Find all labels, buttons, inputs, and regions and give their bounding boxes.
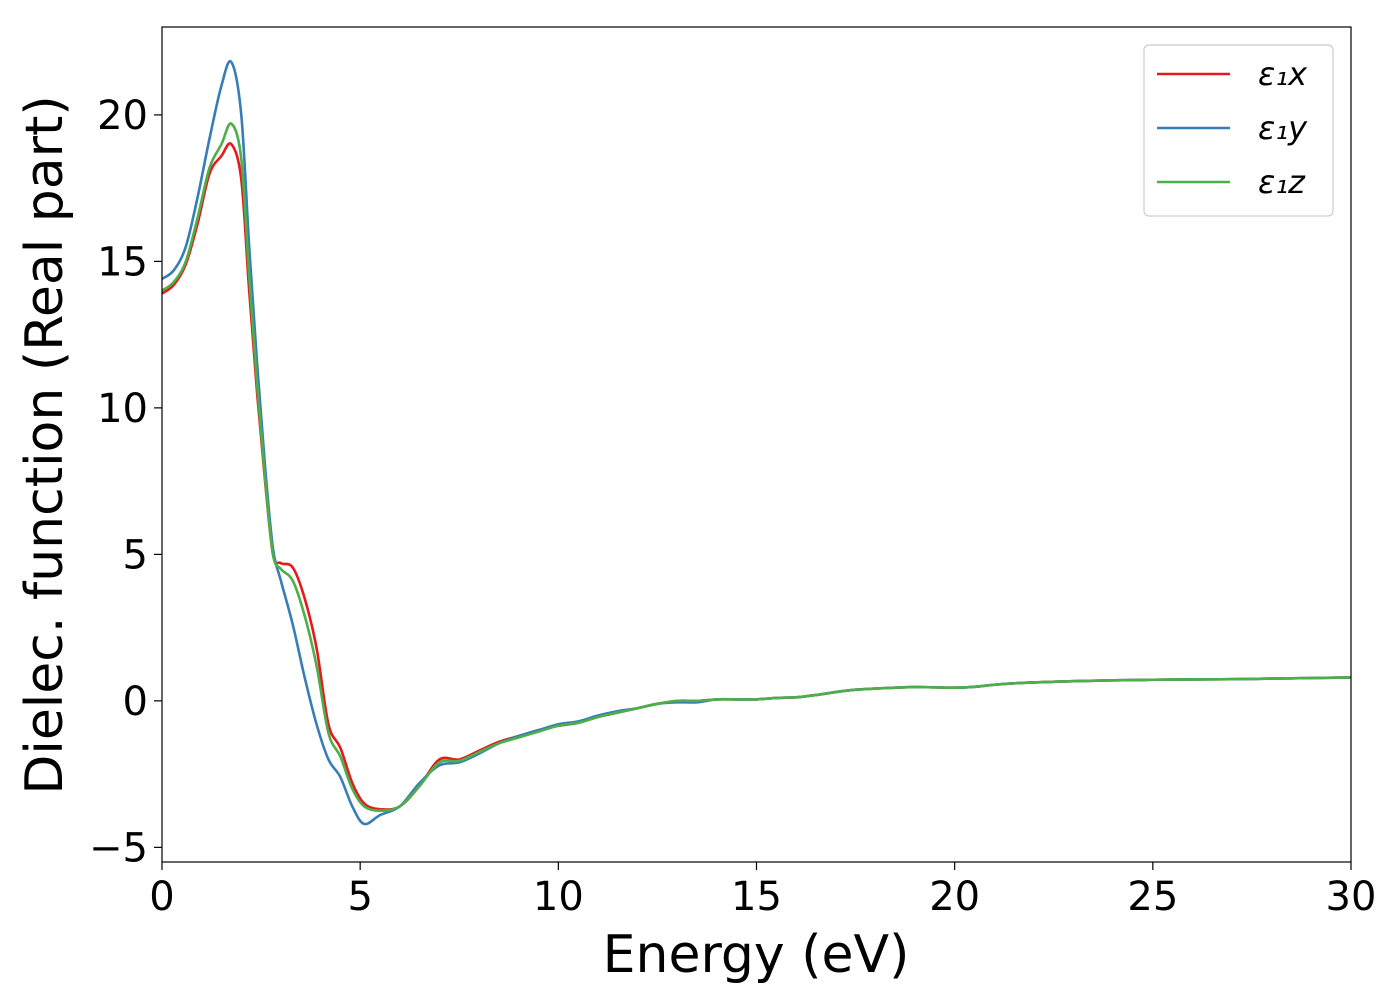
legend-label-3: ε₁z: [1258, 163, 1306, 201]
x-tick-label: 20: [929, 874, 980, 920]
x-tick-label: 5: [347, 874, 372, 920]
y-tick-label: −5: [89, 825, 148, 871]
y-tick-label: 0: [123, 679, 148, 725]
legend: ε₁x ε₁y ε₁z: [1143, 44, 1334, 217]
x-tick-label: 30: [1326, 874, 1377, 920]
y-tick-label: 20: [97, 93, 148, 139]
x-tick-label: 25: [1127, 874, 1178, 920]
y-tick-label: 5: [123, 532, 148, 578]
series-line-3: [162, 122, 1351, 813]
y-axis-title: Dielec. function (Real part): [15, 95, 75, 794]
legend-label-1: ε₁x: [1258, 55, 1308, 93]
x-axis-title: Energy (eV): [603, 925, 910, 985]
x-tick-label: 15: [731, 874, 782, 920]
series-layer: [162, 59, 1351, 826]
y-tick-label: 10: [97, 386, 148, 432]
x-tick-label: 10: [533, 874, 584, 920]
y-tick-label: 15: [97, 239, 148, 285]
legend-box: [1143, 44, 1334, 217]
x-tick-label: 0: [149, 874, 174, 920]
legend-label-2: ε₁y: [1258, 109, 1308, 147]
